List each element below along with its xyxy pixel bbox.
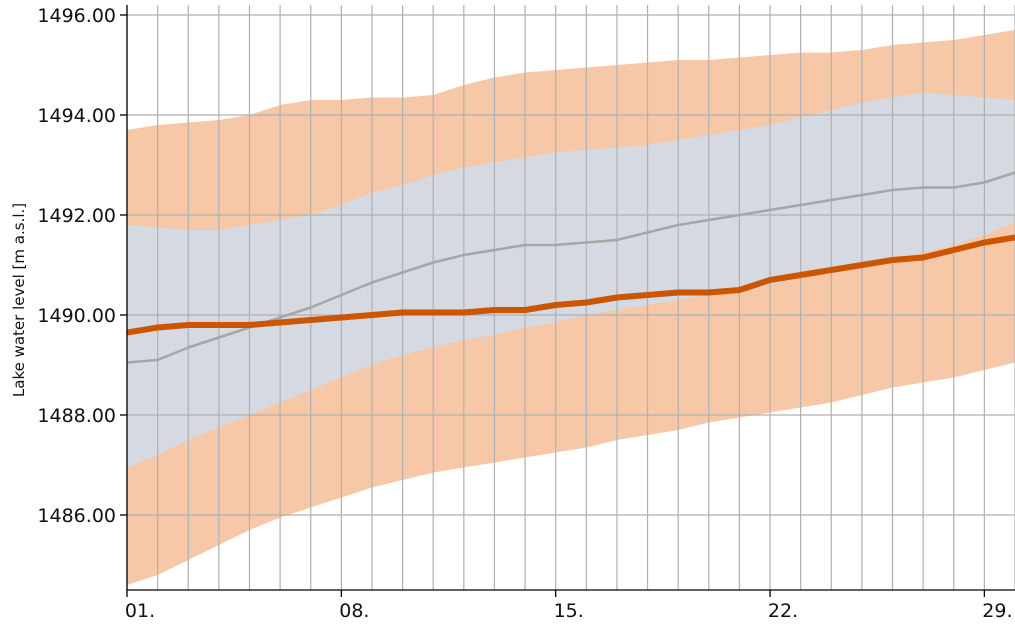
y-tick-label: 1496.00 bbox=[37, 5, 116, 27]
y-axis-label: Lake water level [m a.s.l.] bbox=[10, 203, 28, 397]
median-line bbox=[126, 171, 1015, 364]
y-tick-label: 1492.00 bbox=[37, 205, 116, 227]
x-tick-label: 22. bbox=[768, 600, 798, 622]
series-lines bbox=[126, 171, 1015, 364]
y-tick-label: 1490.00 bbox=[37, 305, 116, 327]
x-tick-label: 08. bbox=[339, 600, 369, 622]
uncertainty-bands bbox=[127, 30, 1015, 585]
x-tick-label: 29. bbox=[982, 600, 1012, 622]
y-tick-label: 1486.00 bbox=[37, 505, 116, 527]
forecast-line bbox=[126, 234, 1015, 336]
grid-lines bbox=[126, 5, 1015, 590]
y-tick-label: 1494.00 bbox=[37, 105, 116, 127]
y-tick-label: 1488.00 bbox=[37, 405, 116, 427]
tick-labels: 1486.00 1488.00 1490.00 1492.00 1494.00 1496.… bbox=[37, 5, 1012, 622]
axes bbox=[120, 5, 1015, 597]
x-tick-label: 15. bbox=[554, 600, 584, 622]
inner-uncertainty-band bbox=[127, 92, 1015, 468]
x-tick-label: 01. bbox=[125, 600, 155, 622]
